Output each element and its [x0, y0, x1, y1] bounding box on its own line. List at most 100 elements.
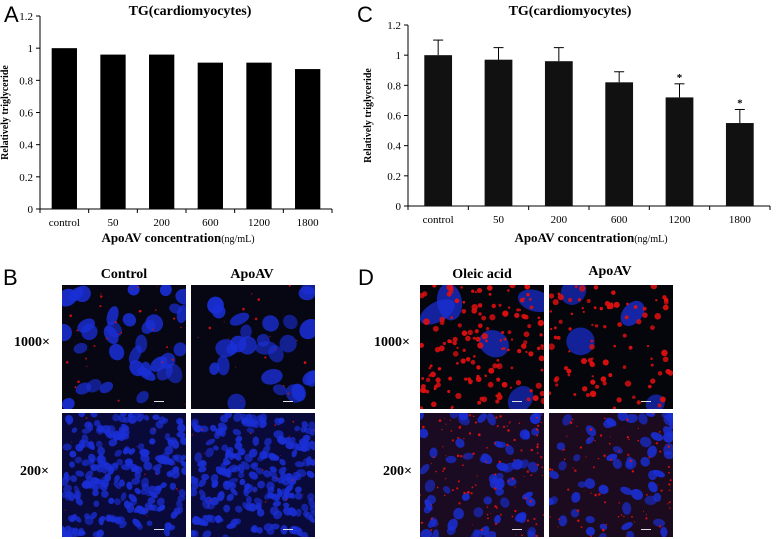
nucleus	[294, 461, 305, 468]
lipid-droplet	[628, 438, 630, 441]
nucleus	[210, 497, 220, 506]
lipid-droplet	[603, 501, 607, 504]
lipid-droplet	[553, 377, 559, 383]
nucleus	[244, 453, 253, 463]
lipid-droplet	[467, 379, 473, 385]
scale-bar	[154, 529, 164, 530]
nucleus	[175, 288, 186, 305]
chart-a: TG(cardiomyocytes) 0 0.2 0.4 0.6 0.8 1 1.2 Relat…	[0, 4, 333, 245]
nucleus	[290, 441, 299, 451]
nucleus	[488, 473, 498, 484]
nucleus	[97, 453, 104, 463]
lipid-droplet	[471, 486, 474, 489]
y-tick-label: 0	[28, 204, 34, 216]
chart-c: TG(cardiomyocytes) 0 0.2 0.4 0.6 0.8 1 1.2 Relat…	[363, 4, 771, 245]
lipid-droplet	[585, 456, 587, 458]
nucleus	[522, 491, 533, 500]
micrograph-oleic-acid-1000x	[420, 285, 544, 409]
lipid-droplet	[541, 347, 544, 351]
nucleus	[243, 488, 249, 497]
nucleus	[606, 453, 618, 461]
lipid-droplet	[628, 345, 633, 350]
lipid-droplet	[507, 429, 510, 432]
lipid-droplet	[618, 450, 621, 452]
lipid-droplet	[442, 470, 445, 473]
lipid-droplet	[197, 336, 199, 338]
bar-1200	[665, 97, 694, 206]
lipid-droplet	[623, 515, 625, 518]
nucleus	[166, 524, 176, 531]
nucleus	[519, 429, 530, 440]
nucleus	[267, 492, 275, 499]
lipid-droplet	[443, 494, 446, 497]
lipid-droplet	[106, 337, 108, 340]
lipid-droplet	[490, 512, 492, 514]
x-tick-label: 50	[493, 214, 505, 226]
lipid-droplet	[663, 297, 669, 303]
nucleus	[216, 355, 230, 376]
nucleus	[453, 508, 464, 520]
lipid-droplet	[523, 495, 525, 497]
lipid-droplet	[430, 504, 433, 506]
nucleus	[261, 451, 272, 459]
lipid-droplet	[530, 474, 533, 477]
nucleus	[258, 413, 268, 423]
lipid-droplet	[456, 436, 459, 439]
lipid-droplet	[576, 425, 578, 427]
lipid-droplet	[608, 373, 613, 378]
nucleus	[210, 473, 219, 483]
nucleus	[170, 511, 178, 519]
lipid-droplet	[552, 299, 559, 306]
nucleus	[164, 445, 174, 455]
nucleus	[226, 343, 238, 355]
nucleus	[250, 462, 259, 469]
lipid-droplet	[590, 339, 594, 343]
y-tick-label: 1.2	[19, 11, 33, 23]
nucleus	[118, 414, 126, 423]
nucleus	[235, 505, 243, 513]
lipid-droplet	[654, 312, 662, 320]
lipid-droplet	[525, 350, 528, 354]
lipid-droplet	[521, 314, 528, 320]
nucleus	[483, 496, 492, 505]
x-tick-label: 50	[108, 217, 120, 229]
row-label-1000x-d: 1000×	[374, 335, 410, 350]
nucleus	[71, 427, 78, 433]
lipid-droplet	[549, 391, 552, 396]
lipid-droplet	[510, 366, 514, 370]
nucleus	[192, 421, 198, 431]
nucleus	[599, 523, 608, 531]
nucleus	[137, 523, 144, 530]
nucleus	[204, 496, 213, 505]
nucleus	[63, 471, 69, 480]
nucleus	[309, 459, 315, 466]
nucleus	[232, 429, 242, 436]
nucleus	[149, 438, 156, 445]
lipid-droplet	[583, 490, 585, 492]
nucleus	[114, 475, 120, 483]
nucleus	[92, 489, 99, 497]
lipid-droplet	[480, 528, 483, 531]
y-tick-label: 1	[396, 50, 402, 62]
nucleus	[432, 529, 439, 537]
lipid-droplet	[539, 333, 543, 337]
lipid-droplet	[590, 379, 596, 385]
lipid-droplet	[537, 316, 541, 320]
nucleus	[620, 486, 633, 495]
nucleus	[309, 505, 315, 513]
lipid-droplet	[437, 523, 439, 525]
lipid-droplet	[557, 526, 559, 528]
lipid-droplet	[63, 286, 65, 288]
lipid-droplet	[506, 443, 509, 447]
lipid-droplet	[454, 298, 460, 304]
lipid-droplet	[486, 517, 490, 520]
nucleus	[307, 493, 315, 501]
lipid-droplet	[523, 475, 525, 478]
lipid-droplet	[637, 427, 640, 430]
lipid-droplet	[468, 414, 472, 417]
lipid-droplet	[485, 339, 488, 343]
lipid-droplet	[650, 285, 658, 290]
lipid-droplet	[626, 436, 630, 439]
lipid-droplet	[668, 489, 671, 492]
lipid-droplet	[437, 367, 442, 371]
